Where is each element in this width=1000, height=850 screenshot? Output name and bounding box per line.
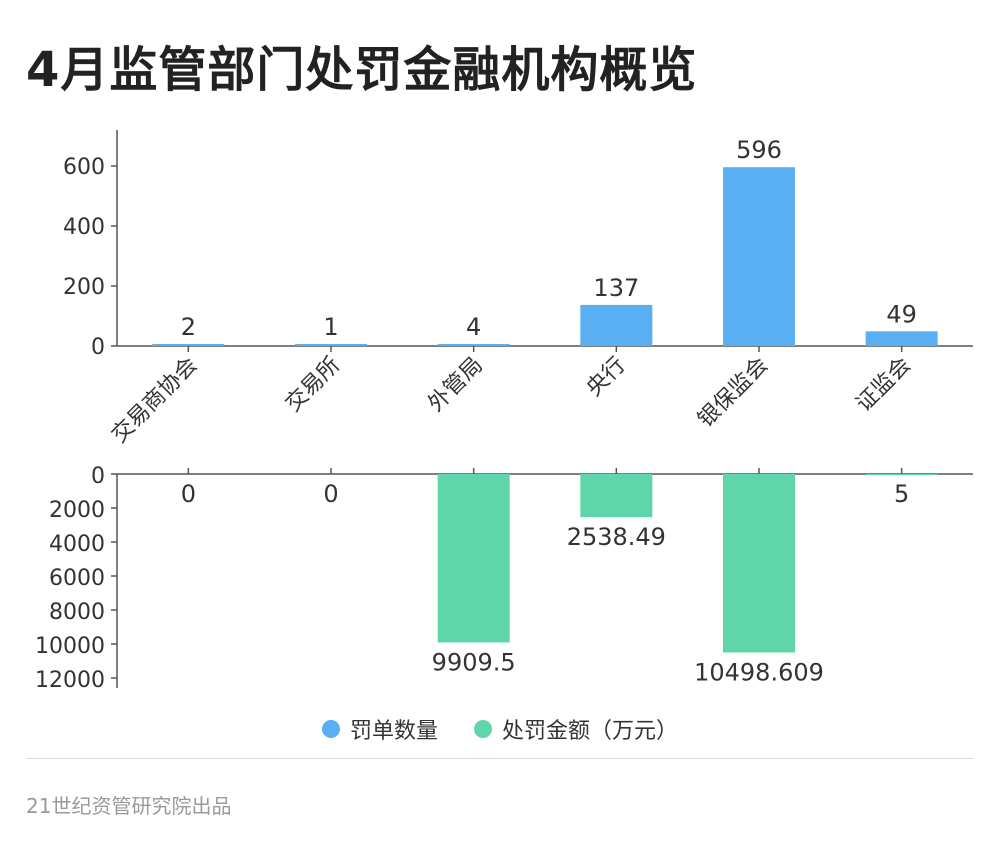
footer-divider: [26, 758, 974, 759]
category-label: 交易商协会: [107, 353, 202, 448]
category-label: 交易所: [281, 353, 345, 417]
top-bar-2: [437, 344, 510, 346]
chart-title: 4月监管部门处罚金融机构概览: [26, 42, 698, 98]
legend-label-amount: 处罚金额（万元）: [502, 719, 679, 744]
legend: 罚单数量 处罚金额（万元）: [0, 713, 1000, 745]
top-data-label: 137: [593, 274, 639, 302]
top-data-label: 596: [736, 136, 782, 164]
top-data-label: 1: [323, 313, 338, 341]
bottom-data-label: 9909.5: [432, 648, 516, 676]
category-label: 央行: [582, 353, 631, 402]
bottom-bar-4: [723, 474, 795, 653]
top-bar-0: [152, 344, 225, 346]
bottom-y-tick-label: 4000: [49, 532, 105, 557]
bottom-data-label: 2538.49: [567, 523, 666, 551]
bottom-y-tick-label: 0: [91, 464, 105, 489]
bottom-y-tick-label: 10000: [35, 634, 105, 659]
top-y-tick-label: 0: [91, 335, 105, 360]
top-data-label: 49: [886, 300, 917, 328]
top-y-tick-label: 600: [63, 155, 105, 180]
top-bar-4: [723, 167, 795, 346]
bottom-data-label: 0: [323, 480, 338, 508]
category-label: 外管局: [424, 353, 488, 417]
bottom-y-tick-label: 12000: [35, 668, 105, 693]
category-label: 证监会: [852, 353, 916, 417]
legend-dot-amount: [474, 720, 492, 738]
top-bar-3: [580, 304, 653, 346]
bottom-data-label: 5: [894, 480, 909, 508]
top-data-label: 4: [466, 313, 481, 341]
legend-item-amount[interactable]: 处罚金额（万元）: [474, 713, 678, 745]
chart-canvas: 0 200 400 600 2 交易商协会 1 交易所 4 外管局 137 央行 596 银保监会 49 证监…: [35, 130, 973, 693]
bottom-y-tick-label: 6000: [49, 566, 105, 591]
legend-dot-count: [321, 720, 340, 738]
top-bar-5: [865, 331, 938, 346]
bottom-data-label: 0: [181, 480, 196, 508]
bottom-bar-2: [437, 474, 510, 643]
bottom-bar-5: [865, 474, 938, 475]
bottom-bar-3: [580, 474, 653, 518]
legend-label-count: 罚单数量: [349, 719, 438, 744]
bottom-data-label: 10498.609: [694, 658, 824, 686]
category-label: 银保监会: [693, 353, 773, 433]
legend-item-count[interactable]: 罚单数量: [321, 713, 438, 745]
bottom-y-tick-label: 8000: [49, 600, 105, 625]
top-y-tick-label: 200: [63, 275, 105, 300]
top-data-label: 2: [181, 313, 196, 341]
footer-credit: 21世纪资管研究院出品: [26, 794, 232, 818]
top-y-tick-label: 400: [63, 215, 105, 240]
bottom-y-tick-label: 2000: [49, 498, 105, 523]
top-bar-1: [295, 344, 367, 346]
